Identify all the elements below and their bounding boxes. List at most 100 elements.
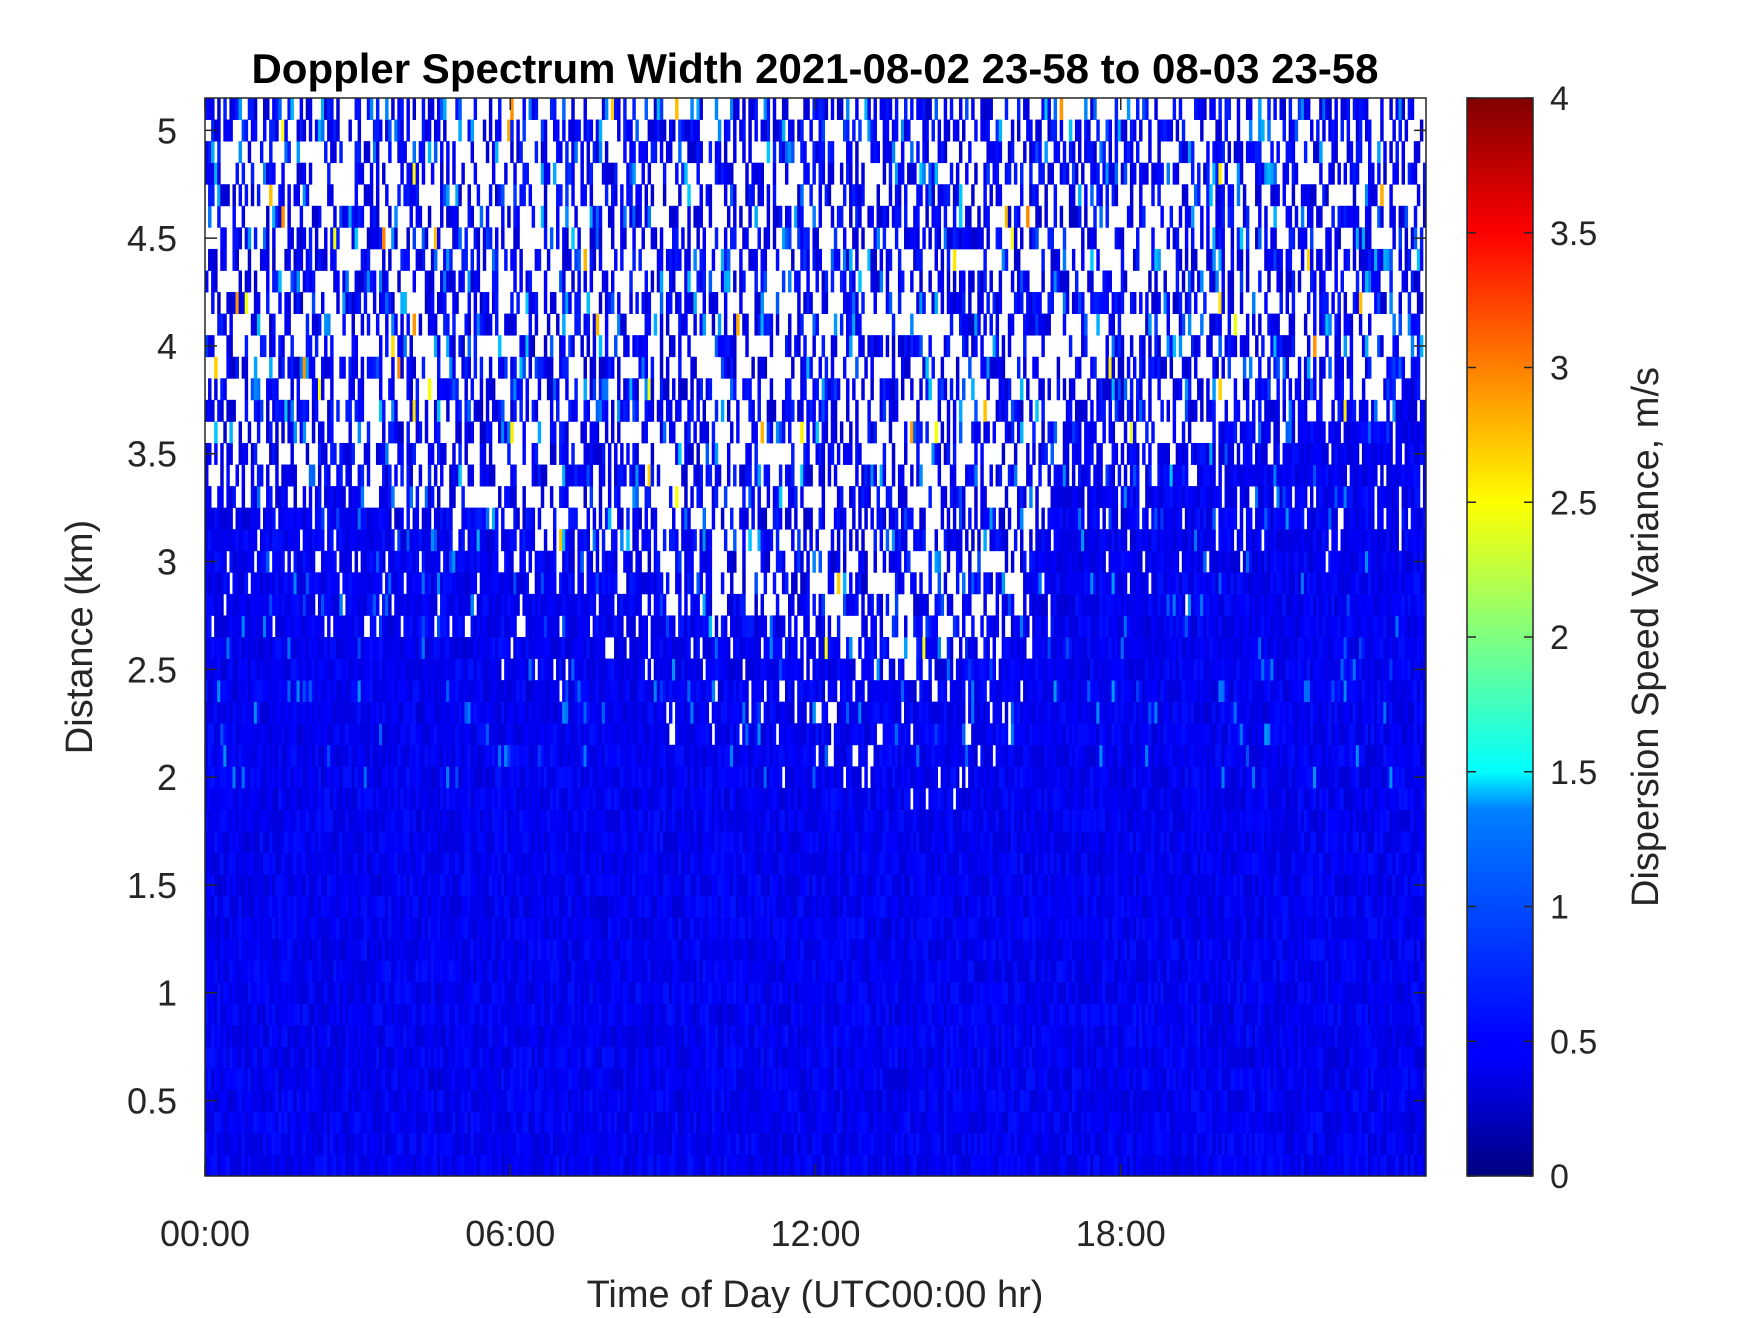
heatmap-cell: [327, 744, 331, 767]
heatmap-cell: [415, 593, 420, 616]
heatmap-cell: [253, 98, 258, 120]
heatmap-cell: [491, 550, 496, 573]
heatmap-cell: [281, 658, 285, 681]
heatmap-cell: [388, 938, 392, 961]
heatmap-cell: [327, 1025, 331, 1048]
heatmap-cell: [311, 1111, 316, 1134]
heatmap-cell: [430, 442, 435, 465]
heatmap-cell: [543, 723, 548, 746]
heatmap-cell: [372, 874, 377, 897]
heatmap-cell: [217, 529, 221, 552]
heatmap-cell: [455, 1154, 459, 1176]
heatmap-cell: [583, 831, 587, 853]
heatmap-cell: [461, 1046, 465, 1069]
heatmap-cell: [443, 378, 447, 401]
heatmap-cell: [589, 270, 594, 293]
heatmap-cell: [290, 464, 294, 487]
heatmap-cell: [562, 637, 566, 659]
heatmap-cell: [360, 981, 365, 1004]
heatmap-cell: [531, 335, 536, 358]
heatmap-cell: [409, 723, 413, 746]
heatmap-cell: [400, 141, 404, 164]
heatmap-cell: [510, 399, 514, 422]
heatmap-cell: [586, 1046, 591, 1069]
heatmap-cell: [436, 831, 441, 853]
heatmap-cell: [589, 205, 594, 228]
heatmap-cell: [504, 486, 508, 509]
heatmap-cell: [491, 1132, 496, 1155]
heatmap-cell: [534, 680, 539, 703]
heatmap-cell: [400, 809, 404, 832]
heatmap-cell: [266, 593, 270, 616]
heatmap-cell: [446, 809, 450, 832]
heatmap-cell: [256, 184, 261, 207]
heatmap-cell: [299, 1089, 304, 1112]
heatmap-cell: [406, 442, 410, 465]
heatmap-cell: [284, 981, 288, 1004]
heatmap-cell: [418, 313, 423, 336]
heatmap-cell: [378, 1154, 383, 1176]
heatmap-cell: [232, 917, 236, 940]
heatmap-cell: [543, 572, 548, 595]
heatmap-cell: [263, 744, 267, 767]
heatmap-cell: [580, 1154, 584, 1176]
heatmap-cell: [479, 1046, 484, 1069]
heatmap-cell: [540, 831, 545, 853]
heatmap-cell: [357, 766, 362, 789]
heatmap-cell: [482, 313, 487, 336]
heatmap-cell: [388, 852, 392, 875]
heatmap-cell: [412, 270, 417, 293]
heatmap-cell: [443, 550, 447, 573]
heatmap-cell: [394, 593, 398, 616]
heatmap-cell: [427, 486, 432, 509]
heatmap-cell: [482, 421, 487, 444]
heatmap-cell: [229, 442, 233, 465]
heatmap-cell: [583, 680, 587, 703]
heatmap-cell: [302, 744, 307, 767]
heatmap-cell: [513, 1003, 517, 1026]
heatmap-cell: [513, 615, 517, 638]
heatmap-cell: [519, 917, 523, 940]
heatmap-cell: [409, 162, 413, 185]
heatmap-cell: [256, 874, 261, 897]
heatmap-cell: [302, 270, 307, 293]
heatmap-cell: [305, 723, 310, 746]
heatmap-cell: [583, 637, 587, 659]
heatmap-cell: [574, 637, 578, 659]
heatmap-cell: [507, 658, 511, 681]
heatmap-cell: [446, 141, 450, 164]
heatmap-cell: [482, 507, 487, 530]
heatmap-cell: [296, 874, 301, 897]
heatmap-cell: [406, 1068, 410, 1091]
heatmap-cell: [372, 529, 377, 552]
heatmap-cell: [238, 809, 243, 832]
heatmap-cell: [519, 852, 523, 875]
heatmap-cell: [284, 852, 288, 875]
heatmap-cell: [391, 1132, 395, 1155]
heatmap-cell: [327, 895, 331, 918]
heatmap-cell: [491, 464, 496, 487]
heatmap-cell: [546, 831, 551, 853]
heatmap-cell: [498, 1046, 502, 1069]
heatmap-cell: [247, 723, 252, 746]
heatmap-cell: [302, 680, 307, 703]
heatmap-cell: [296, 1154, 301, 1176]
heatmap-cell: [223, 809, 227, 832]
heatmap-cell: [238, 766, 243, 789]
heatmap-cell: [336, 529, 340, 552]
heatmap-cell: [372, 938, 377, 961]
heatmap-cell: [415, 658, 420, 681]
heatmap-cell: [427, 1046, 432, 1069]
heatmap-cell: [455, 680, 459, 703]
heatmap-cell: [580, 335, 584, 358]
heatmap-cell: [241, 292, 246, 314]
heatmap-cell: [363, 723, 368, 746]
heatmap-cell: [449, 1003, 453, 1026]
heatmap-cell: [336, 399, 340, 422]
heatmap-cell: [205, 680, 209, 703]
heatmap-cell: [357, 809, 362, 832]
heatmap-cell: [415, 507, 420, 530]
heatmap-cell: [488, 874, 493, 897]
heatmap-cell: [378, 1132, 383, 1155]
heatmap-cell: [446, 895, 450, 918]
